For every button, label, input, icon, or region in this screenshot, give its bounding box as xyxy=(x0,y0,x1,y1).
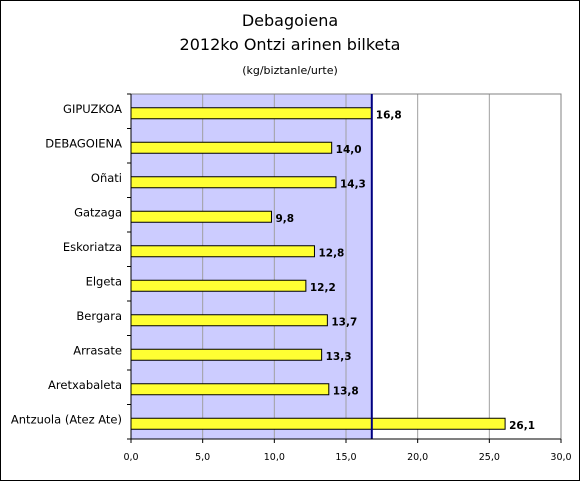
x-tick-label: 15,0 xyxy=(335,452,356,463)
x-tick-label: 5,0 xyxy=(195,452,210,463)
value-label: 14,0 xyxy=(336,144,362,156)
bar xyxy=(130,107,373,120)
value-label: 9,8 xyxy=(275,213,294,225)
category-label: Gatzaga xyxy=(74,205,122,219)
bar xyxy=(130,417,506,430)
category-label: Arrasate xyxy=(73,343,122,357)
category-label: GIPUZKOA xyxy=(63,102,122,116)
bar xyxy=(130,176,337,189)
x-tick-label: 25,0 xyxy=(479,452,500,463)
bar xyxy=(130,383,330,396)
x-tick-label: 20,0 xyxy=(407,452,428,463)
category-label: Elgeta xyxy=(86,274,122,288)
value-label: 13,7 xyxy=(331,316,357,328)
bar xyxy=(130,348,323,361)
category-label: Eskoriatza xyxy=(63,240,122,254)
category-label: DEBAGOIENA xyxy=(45,136,122,150)
value-label: 12,8 xyxy=(318,247,344,259)
bar xyxy=(130,314,328,327)
category-label: Bergara xyxy=(76,309,122,323)
bar xyxy=(130,141,333,154)
value-label: 13,3 xyxy=(326,351,352,363)
chart-title: Debagoiena xyxy=(241,11,339,30)
x-tick-label: 30,0 xyxy=(550,452,571,463)
x-tick-label: 10,0 xyxy=(264,452,285,463)
value-label: 14,3 xyxy=(340,178,366,190)
chart-unit-label: (kg/biztanle/urte) xyxy=(242,64,338,77)
value-label: 26,1 xyxy=(509,420,535,432)
value-label: 13,8 xyxy=(333,385,359,397)
bar xyxy=(130,279,307,292)
x-tick-label: 0,0 xyxy=(123,452,138,463)
chart-subtitle: 2012ko Ontzi arinen bilketa xyxy=(179,35,401,54)
value-label: 16,8 xyxy=(376,109,402,121)
value-label: 12,2 xyxy=(310,282,336,294)
bar xyxy=(130,245,315,258)
category-label: Oñati xyxy=(91,171,122,185)
bar xyxy=(130,210,272,223)
category-label: Aretxabaleta xyxy=(48,378,122,392)
category-label: Antzuola (Atez Ate) xyxy=(11,412,122,426)
